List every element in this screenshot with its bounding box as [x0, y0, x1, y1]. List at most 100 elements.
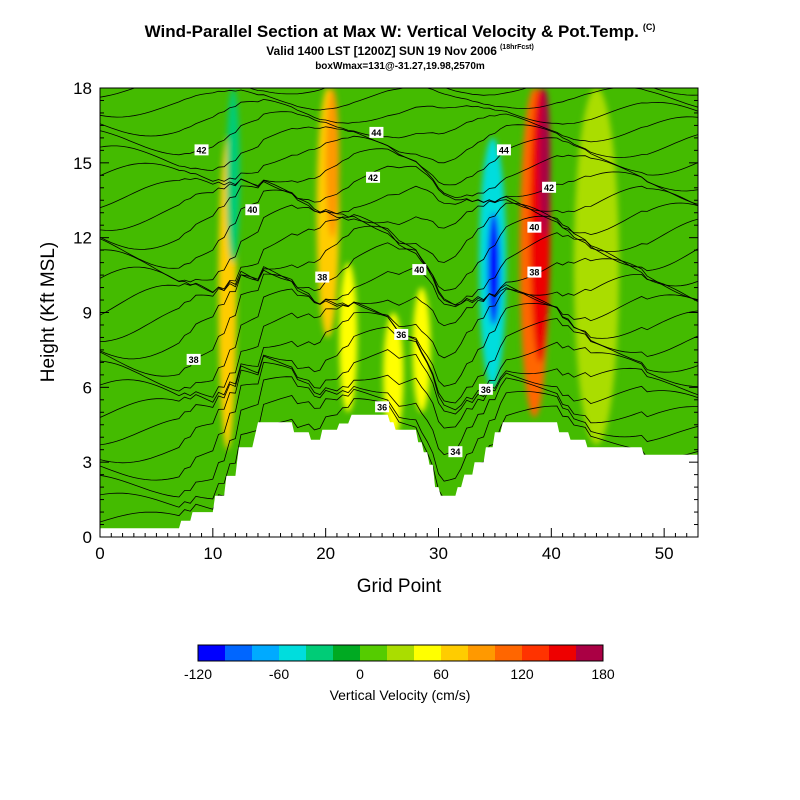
contour-label-bg — [542, 181, 557, 193]
colorbar-swatch — [414, 645, 442, 661]
theta-contour-12 — [100, 225, 698, 316]
contour-label-0: 42 — [194, 144, 209, 156]
colorbar-frame — [197, 644, 604, 662]
y-tick-label: 18 — [73, 79, 92, 98]
colorbar-swatch — [576, 645, 604, 661]
velocity-band-11 — [538, 88, 551, 238]
contour-label-bg — [448, 446, 463, 458]
contour-label-text: 36 — [481, 385, 491, 395]
contour-label-text: 40 — [529, 223, 539, 233]
contour-label-text: 38 — [529, 268, 539, 278]
contour-label-text: 36 — [396, 330, 406, 340]
contour-label-9: 34 — [448, 446, 463, 458]
subtitle-text: Valid 1400 LST [1200Z] SUN 19 Nov 2006 — [266, 44, 497, 58]
colorbar-swatch — [333, 645, 361, 661]
contour-label-bg — [194, 144, 209, 156]
contour-label-12: 42 — [542, 181, 557, 193]
colorbar-swatch — [441, 645, 469, 661]
colorbar-swatch — [495, 645, 523, 661]
colorbar-swatch — [549, 645, 577, 661]
velocity-band-1 — [226, 88, 240, 263]
contour-label-7: 36 — [394, 328, 409, 340]
contour-label-text: 42 — [368, 173, 378, 183]
colorbar-label: Vertical Velocity (cm/s) — [330, 687, 471, 703]
x-tick-label: 50 — [655, 544, 674, 563]
y-tick-label: 12 — [73, 229, 92, 248]
x-tick-label: 40 — [542, 544, 561, 563]
y-tick-label: 0 — [83, 528, 92, 547]
theta-contour-1 — [100, 388, 698, 508]
contour-label-text: 44 — [499, 145, 509, 155]
x-axis-label: Grid Point — [357, 576, 442, 597]
velocity-band-6 — [412, 287, 431, 413]
theta-contour-16 — [100, 180, 698, 250]
terrain-mask — [100, 414, 698, 537]
x-tick-label: 10 — [203, 544, 222, 563]
colorbar-tick-label: 0 — [356, 666, 364, 682]
contour-label-text: 44 — [371, 128, 381, 138]
contour-label-bg — [527, 266, 542, 278]
x-tick-label: 20 — [316, 544, 335, 563]
colorbar-swatch — [306, 645, 334, 661]
theta-contour-11 — [100, 242, 698, 342]
colorbar-tick-label: 120 — [510, 666, 534, 682]
theta-contour-13 — [100, 214, 698, 294]
contour-label-bg — [478, 383, 493, 395]
theta-contour-22 — [100, 98, 698, 137]
contour-label-1: 40 — [245, 204, 260, 216]
contour-label-bg — [245, 204, 260, 216]
contour-label-11: 44 — [496, 144, 511, 156]
colorbar-swatch — [360, 645, 388, 661]
y-tick-label: 9 — [83, 304, 92, 323]
contour-label-bg — [394, 328, 409, 340]
contour-label-text: 36 — [377, 402, 387, 412]
chart-title: Wind-Parallel Section at Max W: Vertical… — [0, 22, 800, 42]
contour-label-2: 44 — [369, 126, 384, 138]
contour-label-14: 38 — [527, 266, 542, 278]
theta-contour-10 — [100, 266, 698, 360]
x-tick-label: 0 — [95, 544, 104, 563]
contour-label-bg — [369, 126, 384, 138]
contour-label-4: 38 — [315, 271, 330, 283]
y-tick-label: 15 — [73, 154, 92, 173]
contour-label-text: 38 — [189, 355, 199, 365]
chart-info: boxWmax=131@-31.27,19.98,2570m — [315, 61, 485, 72]
contour-label-6: 40 — [412, 264, 427, 276]
contour-label-text: 40 — [247, 205, 257, 215]
colorbar-swatch — [522, 645, 550, 661]
contour-label-10: 36 — [478, 383, 493, 395]
colorbar-tick-label: -60 — [269, 666, 289, 682]
contour-label-3: 42 — [366, 171, 381, 183]
theta-contour-8 — [100, 288, 698, 392]
theta-contour-20 — [100, 124, 698, 171]
colorbar: -120 -60 0 60 120 180 — [184, 644, 615, 682]
colorbar-swatch — [198, 645, 226, 661]
contour-label-bg — [375, 401, 390, 413]
theta-contour-4 — [100, 349, 698, 464]
colorbar-swatch — [468, 645, 496, 661]
y-tick-label: 3 — [83, 453, 92, 472]
contour-label-text: 42 — [544, 183, 554, 193]
chart-subtitle: Valid 1400 LST [1200Z] SUN 19 Nov 2006 (1… — [0, 44, 800, 58]
contour-label-8: 36 — [375, 401, 390, 413]
theta-contour-18 — [100, 148, 698, 209]
chart-title-text: Wind-Parallel Section at Max W: Vertical… — [144, 22, 639, 41]
contour-label-bg — [527, 221, 542, 233]
x-tick-label: 30 — [429, 544, 448, 563]
theta-contour-3 — [100, 361, 698, 481]
theta-contours — [100, 76, 698, 523]
y-axis: 0 36 9 12 15 18 — [73, 79, 698, 547]
velocity-field — [100, 76, 698, 537]
colorbar-tick-label: 60 — [433, 666, 449, 682]
colorbar-tick-label: 180 — [591, 666, 615, 682]
contour-label-bg — [412, 264, 427, 276]
colorbar-swatch — [279, 645, 307, 661]
contour-label-bg — [366, 171, 381, 183]
contour-label-bg — [186, 353, 201, 365]
subtitle-mark: (18hrFcst) — [499, 44, 534, 51]
theta-contour-19 — [100, 135, 698, 186]
theta-contour-25 — [100, 76, 698, 80]
y-axis-label: Height (Kft MSL) — [38, 242, 59, 382]
theta-contour-0 — [100, 398, 698, 523]
title-mark: (C) — [642, 22, 656, 32]
